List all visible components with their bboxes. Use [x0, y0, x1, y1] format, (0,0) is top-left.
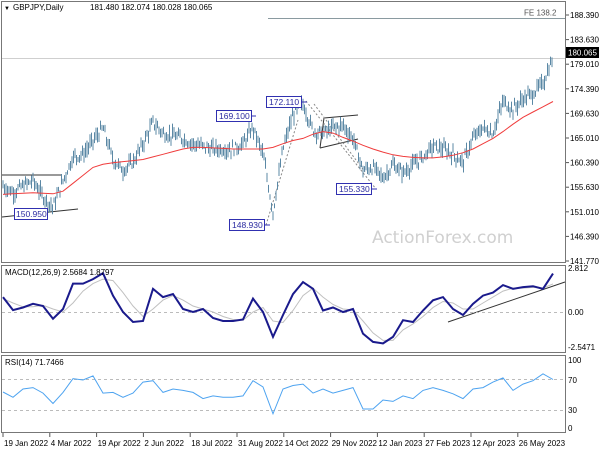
- current-price-label: 180.065: [568, 49, 597, 58]
- price-tick-label: 146.390: [570, 232, 599, 241]
- time-tick-label: 26 May 2023: [519, 439, 566, 448]
- annotation-169-100: 169.100: [219, 111, 250, 121]
- rsi-axis: 100 70 30 0: [568, 356, 582, 433]
- time-tick-label: 27 Feb 2023: [425, 439, 470, 448]
- time-tick-label: 19 Jan 2022: [4, 439, 49, 448]
- time-tick-label: 31 Aug 2022: [238, 439, 283, 448]
- price-tick-label: 141.770: [570, 257, 599, 266]
- collapse-triangle-icon[interactable]: ▼: [4, 6, 10, 12]
- rsi-line: [2, 373, 554, 416]
- price-tick-label: 188.390: [570, 11, 599, 20]
- macd-line: [2, 271, 554, 345]
- time-tick-label: 14 Oct 2022: [285, 439, 329, 448]
- rsi-tick-label: 0: [568, 424, 573, 433]
- time-tick-label: 18 Jul 2022: [191, 439, 233, 448]
- time-tick-label: 29 Nov 2022: [332, 439, 378, 448]
- time-tick-label: 19 Apr 2022: [98, 439, 142, 448]
- rsi-tick-label: 100: [568, 356, 582, 365]
- price-tick-label: 151.010: [570, 208, 599, 217]
- time-tick-label: 2 Jun 2022: [144, 439, 184, 448]
- macd-title: MACD(12,26,9) 2.5684 1.8797: [5, 268, 115, 277]
- annotation-150-950: 150.950: [16, 209, 47, 219]
- time-tick-label: 12 Apr 2023: [472, 439, 516, 448]
- fib-projection-line-1: [265, 119, 299, 226]
- watermark: ActionForex.com: [372, 228, 513, 248]
- rsi-tick-label: 70: [568, 376, 577, 385]
- macd-tick-label: 0.00: [568, 308, 584, 317]
- annotation-148-930: 148.930: [232, 220, 263, 230]
- time-tick-label: 12 Jan 2023: [378, 439, 423, 448]
- macd-panel-frame: [1, 265, 566, 353]
- rsi-tick-label: 30: [568, 406, 577, 415]
- rsi-panel-frame: [1, 355, 566, 433]
- moving-average-line: [2, 101, 554, 195]
- price-tick-label: 160.390: [570, 159, 599, 168]
- price-bars: [2, 56, 553, 221]
- fe-138-label: FE 138.2: [524, 9, 557, 18]
- price-tick-label: 183.630: [570, 36, 599, 45]
- price-axis: 188.390 183.630 179.010 174.390 169.630 165.0…: [566, 11, 599, 266]
- rsi-title: RSI(14) 71.7466: [5, 358, 64, 367]
- macd-tick-label: -2.5471: [568, 343, 596, 352]
- macd-signal-line: [2, 278, 554, 341]
- main-panel-frame: [1, 1, 566, 263]
- price-annotations: 169.100 172.110 150.950 148.930 155.330: [14, 96, 377, 231]
- macd-trendline: [447, 281, 566, 323]
- flag-top-line: [323, 114, 359, 119]
- price-tick-label: 169.630: [570, 109, 599, 118]
- time-tick-label: 4 Mar 2022: [51, 439, 92, 448]
- current-price-tag: [566, 47, 599, 58]
- annotation-155-330: 155.330: [339, 184, 370, 194]
- symbol-label: GBPJPY,Daily: [13, 3, 64, 12]
- panel-frames: [1, 1, 566, 433]
- macd-tick-label: 2.812: [568, 264, 589, 273]
- ohlc-values: 181.480 182.074 180.028 180.065: [90, 3, 213, 12]
- price-tick-label: 179.010: [570, 60, 599, 69]
- fib-projection-line-2: [305, 100, 377, 190]
- price-tick-label: 174.390: [570, 85, 599, 94]
- macd-axis: 2.812 0.00 -2.5471: [568, 264, 596, 352]
- time-axis: 19 Jan 2022 4 Mar 2022 19 Apr 2022 2 Jun 20…: [2, 433, 566, 448]
- price-tick-label: 165.010: [570, 134, 599, 143]
- price-tick-label: 155.630: [570, 183, 599, 192]
- annotation-172-110: 172.110: [269, 97, 299, 107]
